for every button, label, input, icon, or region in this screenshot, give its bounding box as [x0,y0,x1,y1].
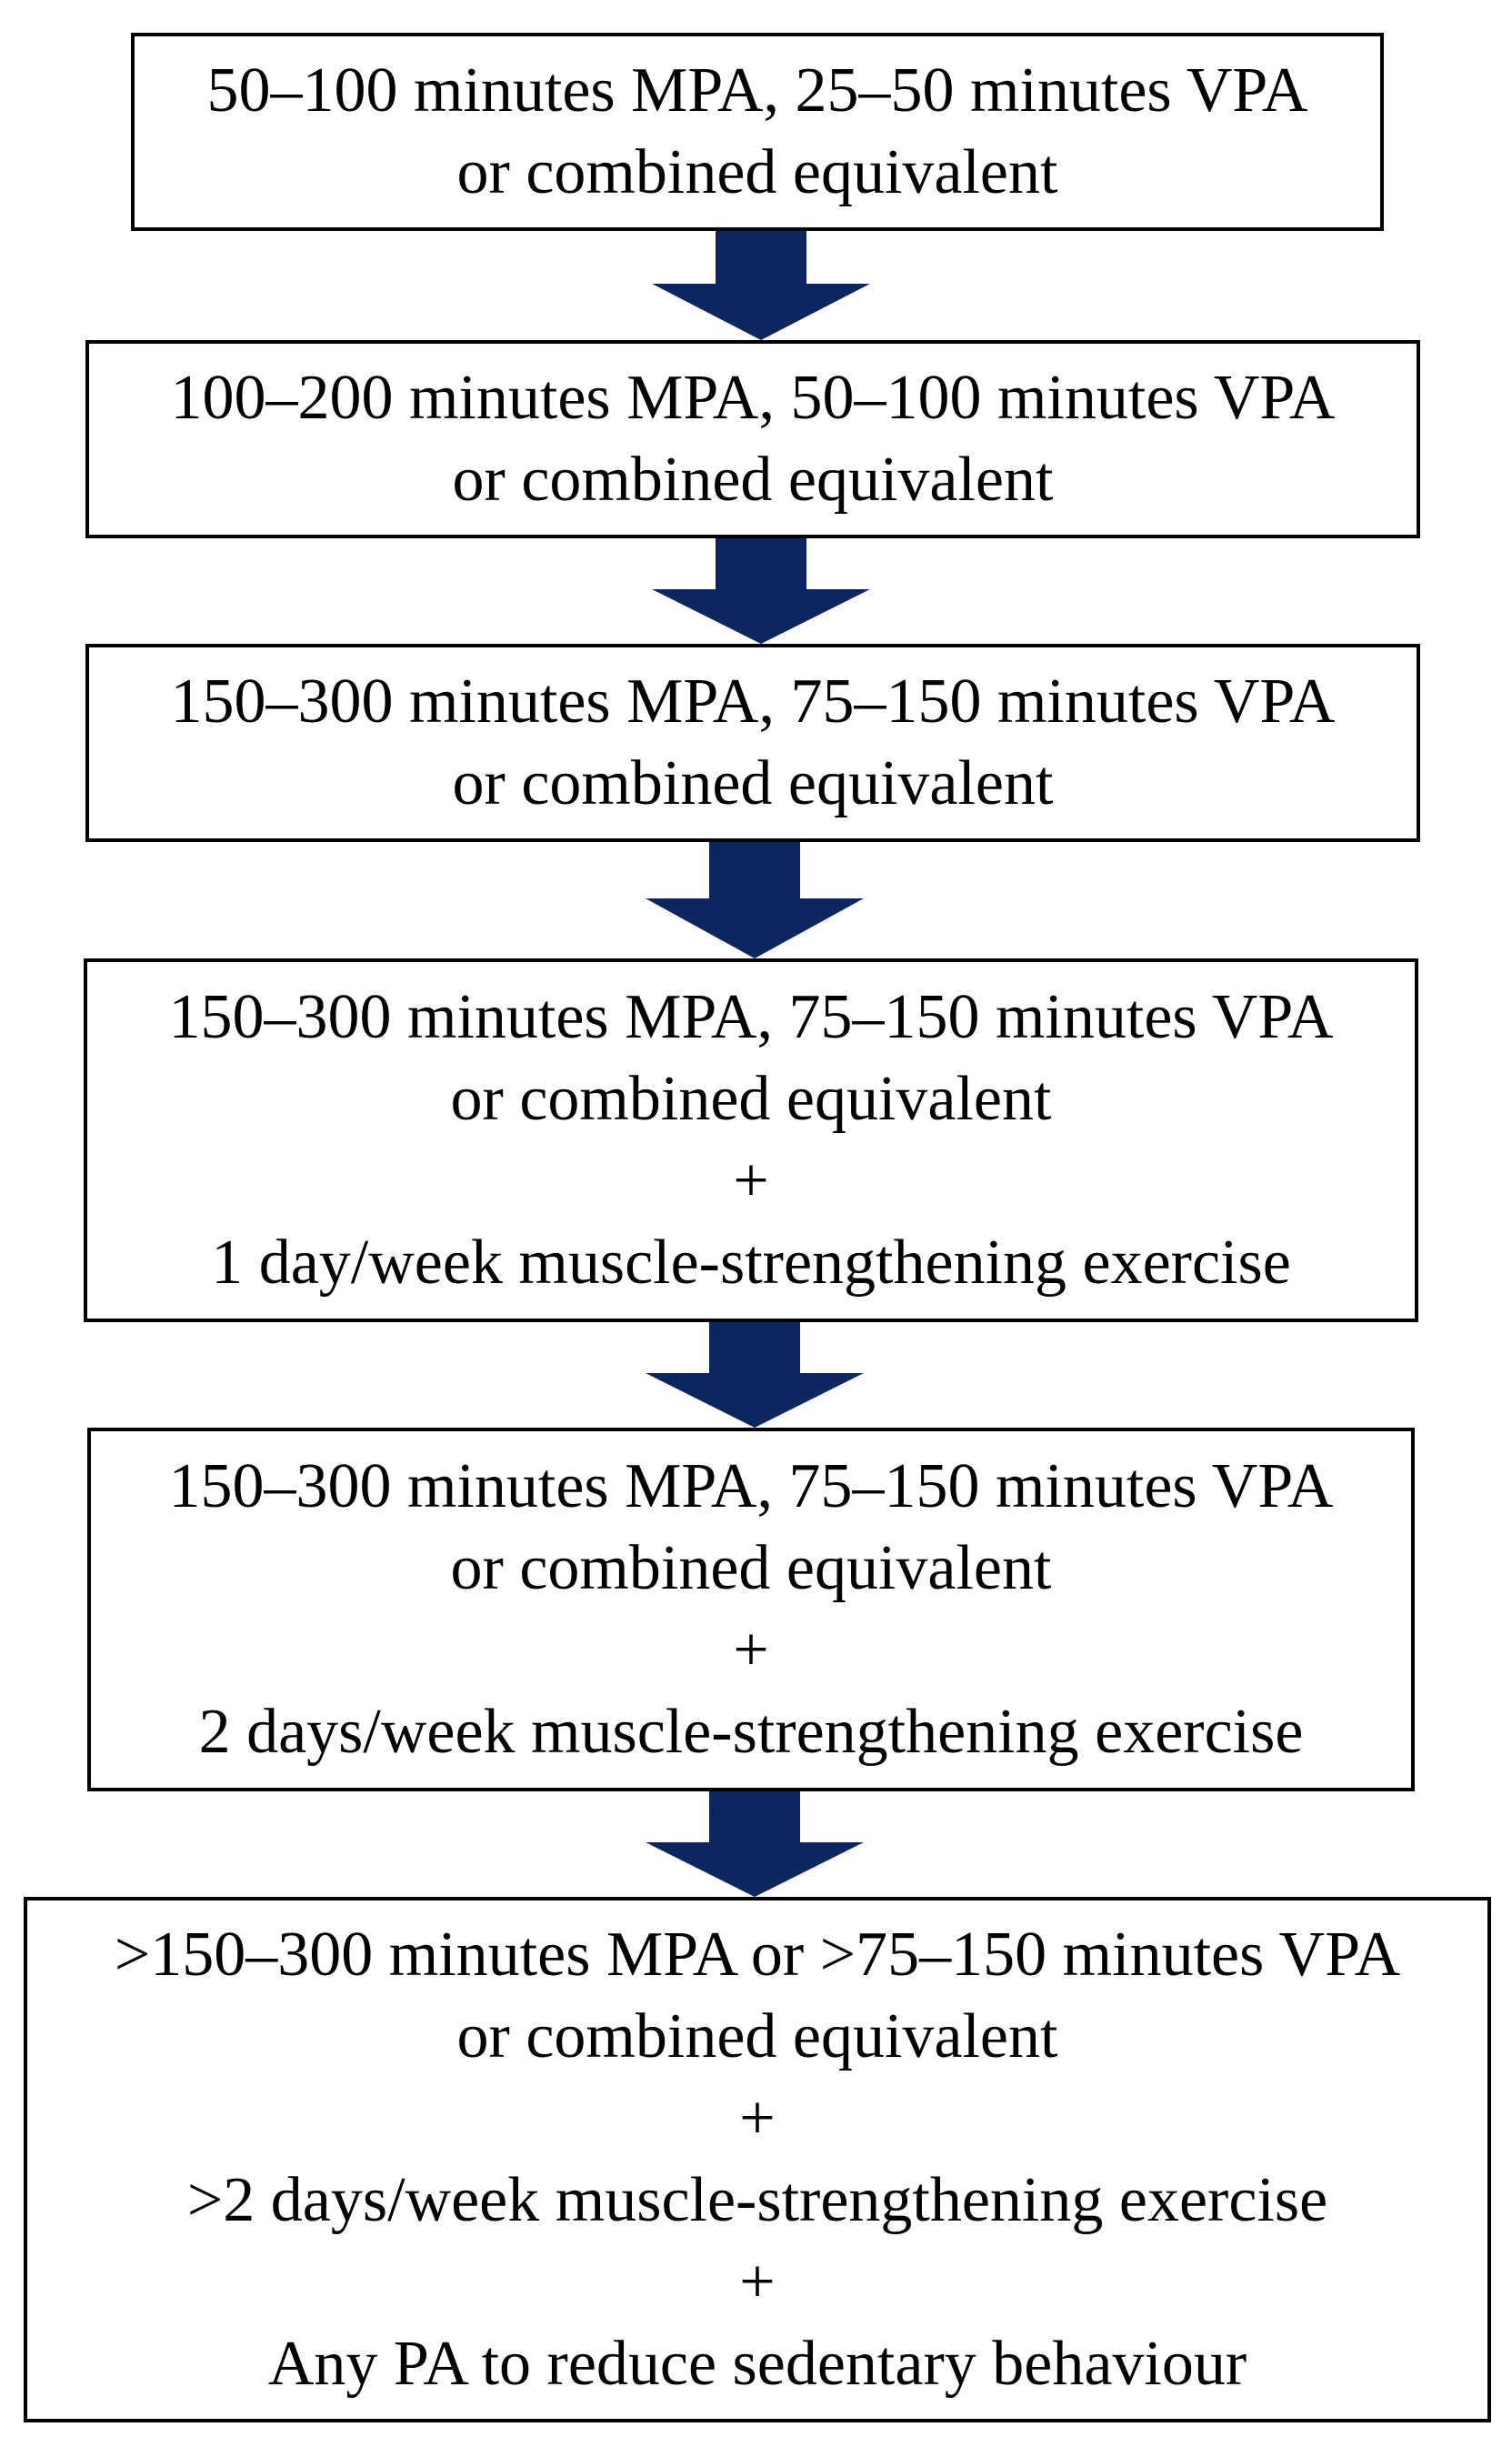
box-6-plus-2: + [739,2247,776,2317]
box-6-plus-1: + [739,2083,776,2153]
box-1-line-2: or combined equivalent [456,137,1058,207]
box-6-line-4: Any PA to reduce sedentary behaviour [267,2329,1247,2399]
flow-box-4: 150–300 minutes MPA, 75–150 minutes VPA … [84,958,1418,1322]
down-arrow-icon-3 [646,842,864,958]
flow-box-2: 100–200 minutes MPA, 50–100 minutes VPA … [85,340,1420,538]
flow-box-5: 150–300 minutes MPA, 75–150 minutes VPA … [87,1428,1415,1791]
box-2-line-1: 100–200 minutes MPA, 50–100 minutes VPA [170,363,1336,433]
box-5-plus: + [733,1615,769,1685]
down-arrow-icon-4 [646,1322,864,1428]
box-4-line-2: or combined equivalent [450,1064,1052,1134]
box-5-line-3: 2 days/week muscle-strengthening exercis… [198,1697,1304,1767]
box-6-line-3: >2 days/week muscle-strengthening exerci… [186,2165,1328,2235]
flow-box-1: 50–100 minutes MPA, 25–50 minutes VPA or… [131,33,1384,231]
box-3-line-1: 150–300 minutes MPA, 75–150 minutes VPA [170,667,1336,737]
box-1-line-1: 50–100 minutes MPA, 25–50 minutes VPA [206,55,1308,125]
flow-box-3: 150–300 minutes MPA, 75–150 minutes VPA … [85,644,1420,842]
box-5-line-2: or combined equivalent [450,1533,1052,1603]
down-arrow-icon-1 [652,231,870,340]
box-4-line-1: 150–300 minutes MPA, 75–150 minutes VPA [168,982,1334,1052]
down-arrow-icon-5 [646,1791,864,1897]
flow-box-6: >150–300 minutes MPA or >75–150 minutes … [24,1897,1491,2422]
box-6-line-2: or combined equivalent [456,2001,1058,2071]
box-2-line-2: or combined equivalent [452,445,1054,515]
down-arrow-icon-2 [652,538,870,644]
box-4-plus: + [733,1146,769,1216]
box-4-line-3: 1 day/week muscle-strengthening exercise [211,1228,1291,1298]
box-5-line-1: 150–300 minutes MPA, 75–150 minutes VPA [168,1451,1334,1521]
box-6-line-1: >150–300 minutes MPA or >75–150 minutes … [114,1920,1401,1990]
box-3-line-2: or combined equivalent [452,748,1054,818]
